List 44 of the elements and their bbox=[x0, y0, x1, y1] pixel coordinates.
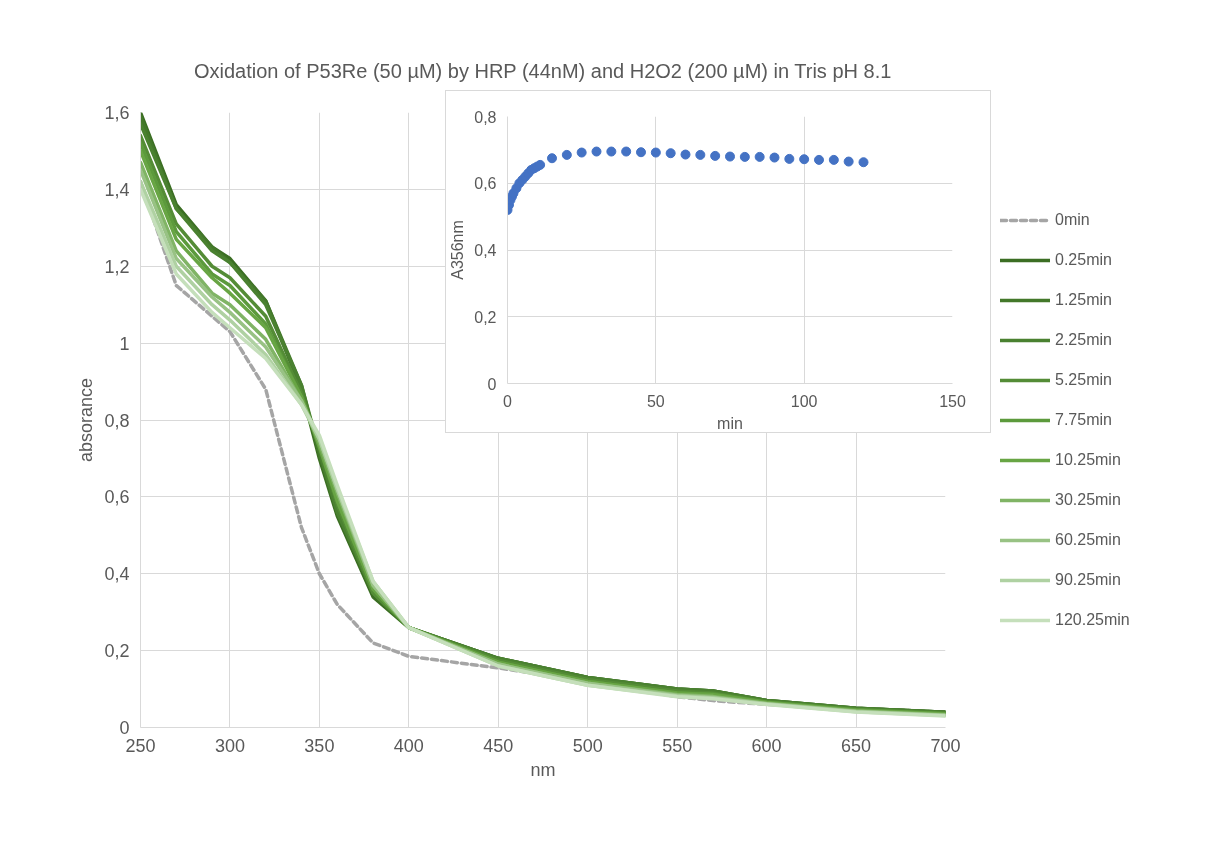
legend-label: 2.25min bbox=[1055, 330, 1112, 349]
x-tick-label: 0 bbox=[503, 392, 513, 410]
y-tick-label: 0,8 bbox=[104, 410, 130, 431]
y-tick-label: 1,6 bbox=[104, 103, 130, 123]
x-tick-label: 400 bbox=[393, 735, 424, 756]
x-tick-label: 700 bbox=[930, 735, 961, 756]
y-tick-label: 0 bbox=[119, 718, 130, 738]
legend-label: 90.25min bbox=[1055, 570, 1121, 589]
x-tick-label: 650 bbox=[841, 735, 872, 756]
legend-label: 5.25min bbox=[1055, 370, 1112, 389]
y-tick-label: 1 bbox=[119, 333, 130, 354]
legend-label: 10.25min bbox=[1055, 450, 1121, 469]
y-tick-label: 0,8 bbox=[474, 108, 497, 126]
x-tick-label: 300 bbox=[214, 735, 245, 756]
x-tick-label: 500 bbox=[572, 735, 603, 756]
y-tick-label: 1,2 bbox=[104, 256, 130, 277]
x-tick-label: 450 bbox=[483, 735, 514, 756]
x-tick-label: 50 bbox=[646, 392, 665, 410]
y-axis-title: A356nm bbox=[449, 220, 467, 280]
y-tick-label: 1,4 bbox=[104, 179, 130, 200]
y-tick-label: 0 bbox=[487, 375, 497, 393]
x-axis-title: nm bbox=[530, 759, 556, 780]
y-tick-label: 0,4 bbox=[104, 564, 130, 585]
x-tick-label: 550 bbox=[662, 735, 693, 756]
x-tick-label: 350 bbox=[304, 735, 335, 756]
x-tick-label: 600 bbox=[751, 735, 782, 756]
legend-label: 0min bbox=[1055, 210, 1090, 229]
legend-label: 60.25min bbox=[1055, 530, 1121, 549]
y-tick-label: 0,2 bbox=[474, 308, 497, 326]
legend-label: 7.75min bbox=[1055, 410, 1112, 429]
y-tick-label: 0,2 bbox=[104, 641, 130, 662]
y-tick-label: 0,4 bbox=[474, 242, 497, 259]
x-tick-label: 150 bbox=[939, 392, 966, 410]
legend-label: 120.25min bbox=[1055, 610, 1130, 629]
y-axis-title: absorance bbox=[76, 377, 97, 463]
x-tick-label: 100 bbox=[790, 392, 818, 410]
chart-title: Oxidation of P53Re (50 µM) by HRP (44nM) and H2O2 (200 µM) in Tris pH 8.1 bbox=[193, 59, 892, 82]
y-tick-label: 0,6 bbox=[104, 487, 130, 508]
x-tick-label: 250 bbox=[125, 735, 156, 756]
y-tick-label: 0,6 bbox=[474, 175, 497, 193]
legend-label: 1.25min bbox=[1055, 290, 1112, 309]
x-axis-title: min bbox=[717, 414, 743, 432]
legend-label: 0.25min bbox=[1055, 250, 1112, 269]
legend-label: 30.25min bbox=[1055, 490, 1121, 509]
